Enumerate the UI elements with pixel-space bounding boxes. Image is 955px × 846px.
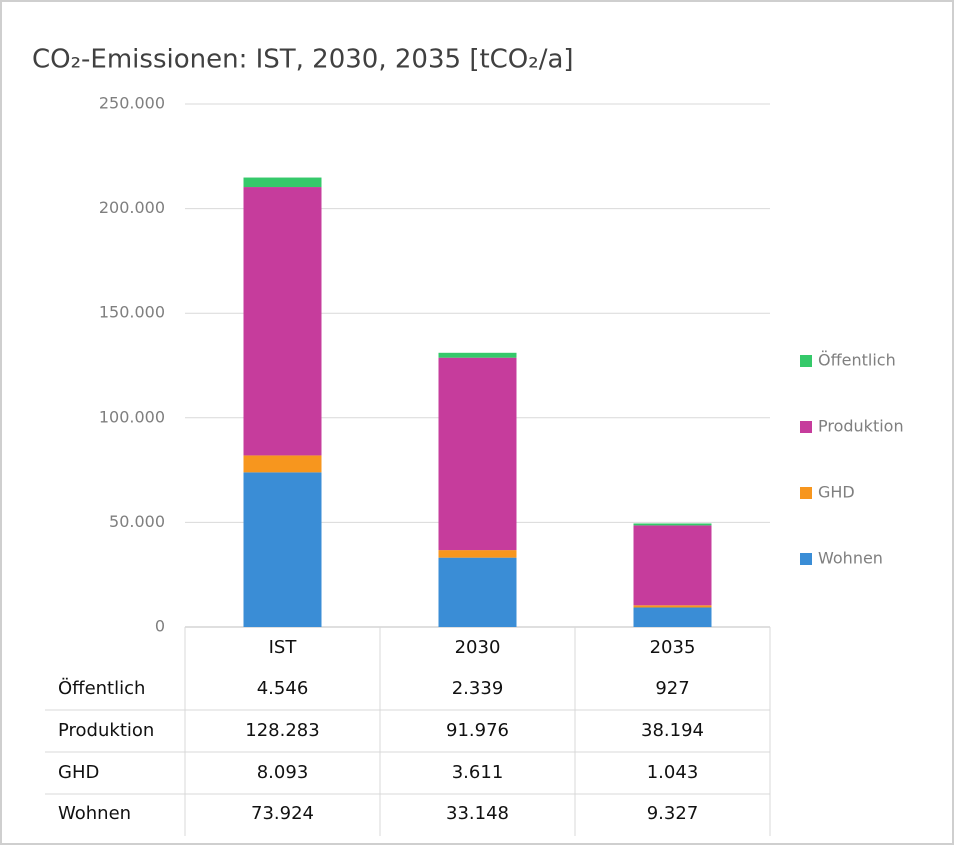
bar-segment (633, 607, 712, 627)
table-cell: 1.043 (647, 762, 699, 783)
y-tick-label: 100.000 (99, 407, 165, 426)
table-row-label: Wohnen (58, 803, 131, 824)
table-cell: 927 (655, 678, 689, 699)
legend-label: GHD (818, 483, 855, 502)
legend-label: Wohnen (818, 549, 883, 568)
y-tick-label: 150.000 (99, 303, 165, 322)
y-tick-label: 200.000 (99, 198, 165, 217)
x-tick-label: IST (269, 637, 298, 658)
bar-segment (633, 523, 712, 526)
x-tick-label: 2030 (455, 637, 501, 658)
table-cell: 2.339 (452, 678, 504, 699)
x-tick-label: 2035 (650, 637, 696, 658)
bar-segment (243, 455, 322, 473)
table-cell: 33.148 (446, 803, 509, 824)
table-cell: 4.546 (257, 678, 309, 699)
table-cell: 38.194 (641, 720, 704, 741)
bar-segment (438, 557, 517, 627)
bar-segment (633, 525, 712, 606)
table-cell: 128.283 (245, 720, 319, 741)
bar-segment (243, 187, 322, 456)
bar-segment (633, 605, 712, 608)
bar-segment (438, 357, 517, 551)
legend-swatch (800, 421, 812, 433)
y-tick-label: 250.000 (99, 94, 165, 113)
chart-title: CO₂-Emissionen: IST, 2030, 2035 [tCO₂/a] (32, 45, 574, 75)
table-cell: 8.093 (257, 762, 309, 783)
table-cell: 9.327 (647, 803, 699, 824)
y-tick-label: 0 (155, 617, 165, 636)
legend-swatch (800, 553, 812, 565)
legend-swatch (800, 355, 812, 367)
table-row-label: Öffentlich (58, 677, 145, 699)
table-cell: 73.924 (251, 803, 314, 824)
table-cell: 3.611 (452, 762, 504, 783)
table-row-label: GHD (58, 762, 99, 783)
legend-swatch (800, 487, 812, 499)
table-row-label: Produktion (58, 720, 154, 741)
bar-segment (243, 472, 322, 627)
legend-label: Öffentlich (818, 351, 896, 370)
bar-segment (243, 177, 322, 188)
y-tick-label: 50.000 (109, 512, 165, 531)
bar-segment (438, 352, 517, 358)
bar-segment (438, 550, 517, 558)
legend-label: Produktion (818, 417, 904, 436)
table-cell: 91.976 (446, 720, 509, 741)
